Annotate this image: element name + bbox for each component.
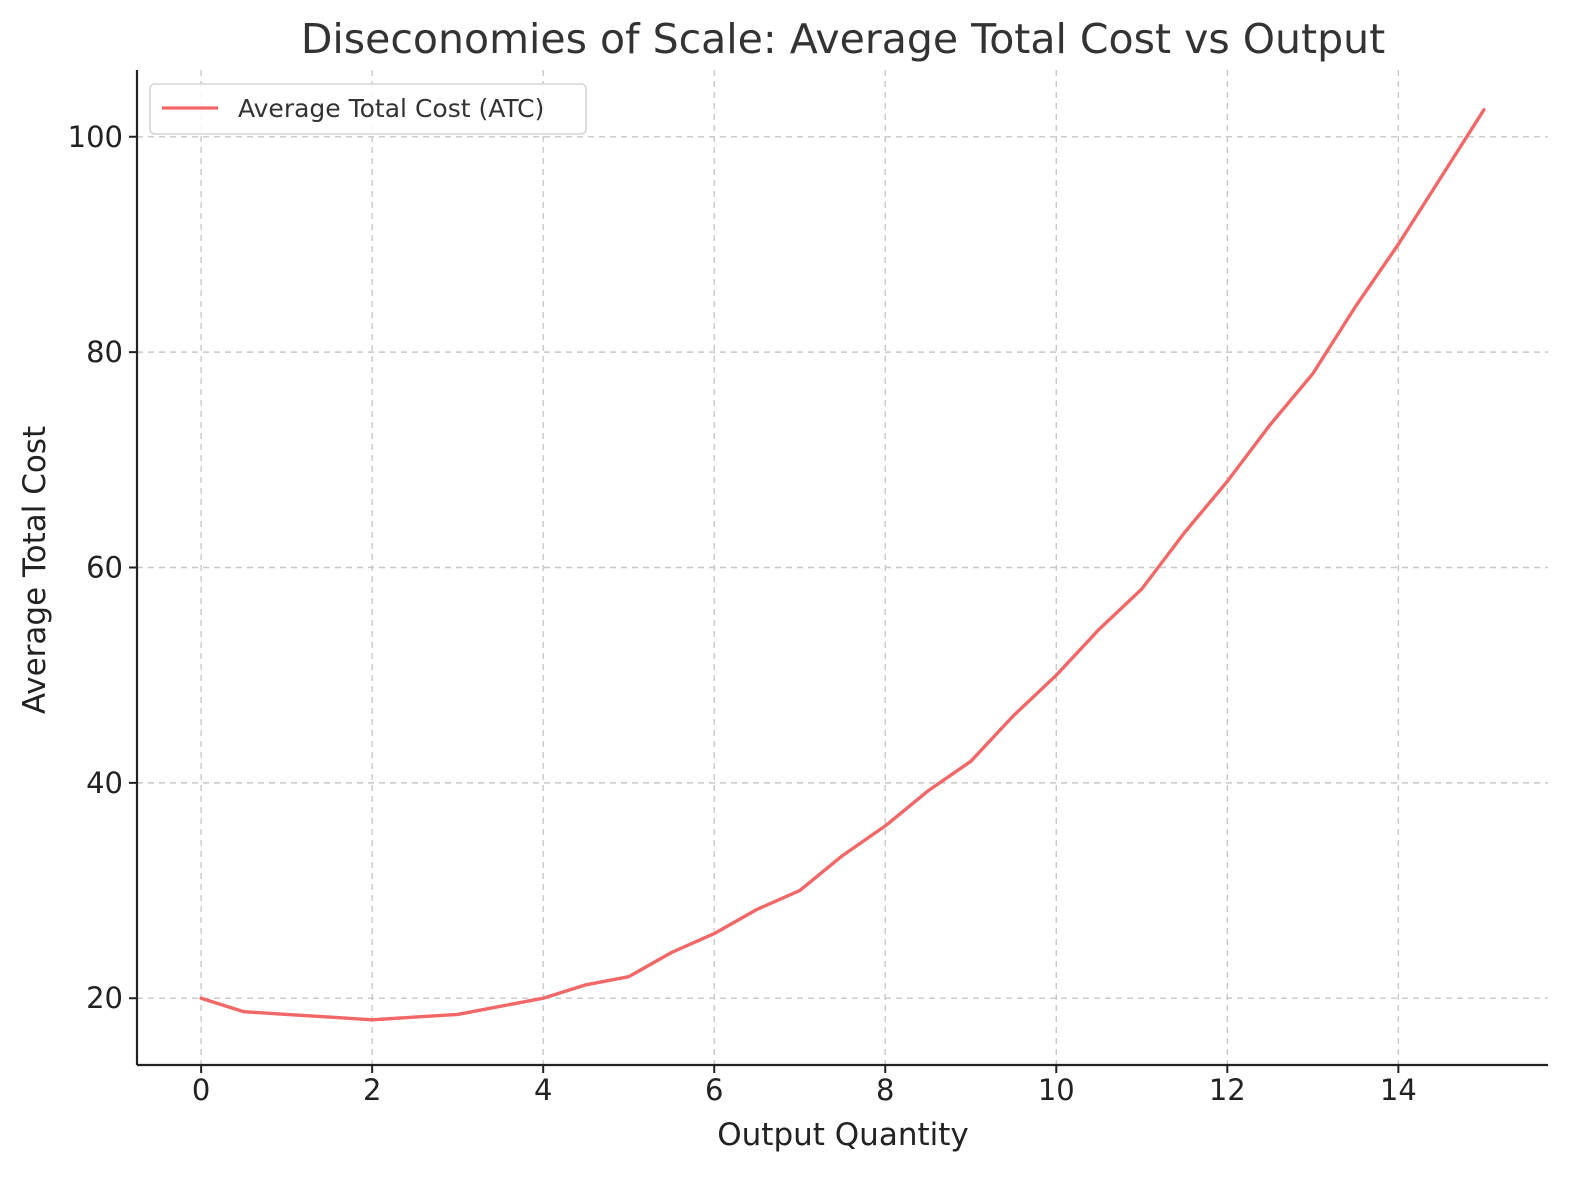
x-tick-label: 8 xyxy=(876,1073,894,1107)
x-tick-label: 6 xyxy=(705,1073,723,1107)
x-tick-label: 0 xyxy=(192,1073,210,1107)
legend-box xyxy=(149,83,587,135)
legend: Average Total Cost (ATC) xyxy=(149,83,587,135)
x-axis-label: Output Quantity xyxy=(717,1117,969,1153)
series-line-0 xyxy=(199,108,1486,1022)
x-tick-label: 4 xyxy=(534,1073,552,1107)
grid xyxy=(137,70,1548,1065)
x-tick-label: 10 xyxy=(1038,1073,1075,1107)
y-tick-label: 20 xyxy=(86,981,123,1015)
y-tick-label: 80 xyxy=(86,335,123,369)
y-tick-label: 60 xyxy=(86,551,123,585)
series-layer xyxy=(199,108,1486,1022)
x-tick-label: 2 xyxy=(363,1073,381,1107)
ticks: 0 2 4 6 8 10 12 14 20 40 60 80 100 xyxy=(68,120,1417,1107)
chart-title: Diseconomies of Scale: Average Total Cos… xyxy=(301,15,1385,63)
x-tick-label: 14 xyxy=(1380,1073,1417,1107)
x-tick-label: 12 xyxy=(1209,1073,1246,1107)
y-axis-label: Average Total Cost xyxy=(17,426,53,714)
legend-label-atc: Average Total Cost (ATC) xyxy=(238,94,544,123)
y-tick-label: 100 xyxy=(68,120,123,154)
y-tick-label: 40 xyxy=(86,766,123,800)
